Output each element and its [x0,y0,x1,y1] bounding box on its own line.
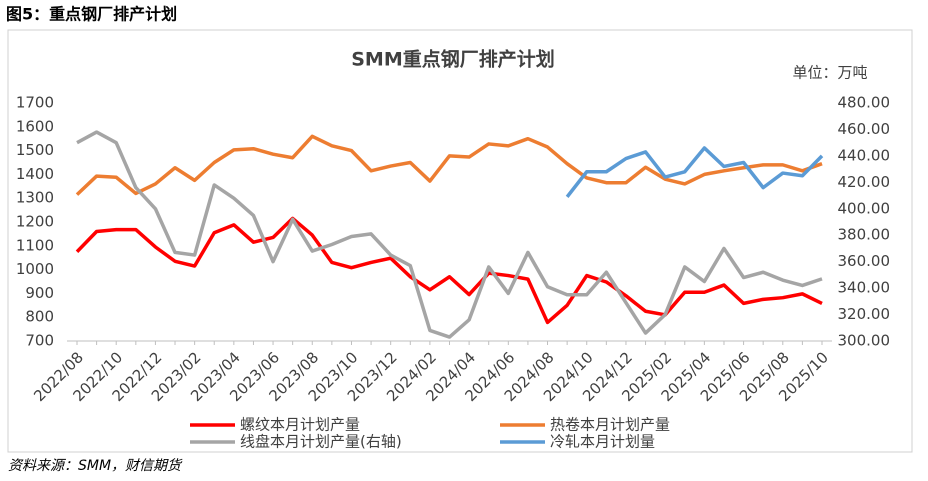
chart-frame [7,29,913,453]
y2-tick-label: 440.00 [838,146,891,164]
y2-tick-label: 420.00 [838,173,891,191]
y2-tick-label: 480.00 [838,94,891,112]
y-tick-label: 1700 [16,94,54,112]
y-tick-label: 1600 [16,117,54,135]
y2-tick-label: 320.00 [838,305,891,323]
series-line [75,134,823,196]
legend-label: 冷轧本月计划量 [550,433,655,451]
y2-tick-label: 340.00 [838,279,891,297]
y2-tick-label: 400.00 [838,199,891,217]
legend-label: 热卷本月计划产量 [550,416,670,434]
y-tick-label: 800 [25,308,54,326]
series-line [76,130,823,339]
series-line [565,146,824,198]
unit-label: 单位：万吨 [792,64,867,82]
y-tick-label: 1500 [16,141,54,159]
y-tick-label: 1100 [16,236,54,254]
source-note: 资料来源：SMM，财信期货 [8,458,183,474]
legend-label: 螺纹本月计划产量 [240,416,360,434]
y-tick-label: 1000 [16,260,54,278]
series-line [75,216,823,325]
y-tick-label: 1200 [16,213,54,231]
y2-tick-label: 380.00 [838,226,891,244]
y2-tick-label: 300.00 [838,332,891,350]
legend-label: 线盘本月计划产量(右轴) [240,433,402,451]
figure-header: 图5：重点钢厂排产计划 [6,5,177,24]
y-tick-label: 700 [25,332,54,350]
y-tick-label: 1400 [16,165,54,183]
chart-title: SMM重点钢厂排产计划 [351,48,555,71]
y2-tick-label: 360.00 [838,252,891,270]
y2-tick-label: 460.00 [838,120,891,138]
y-tick-label: 900 [25,284,54,302]
y-tick-label: 1300 [16,189,54,207]
